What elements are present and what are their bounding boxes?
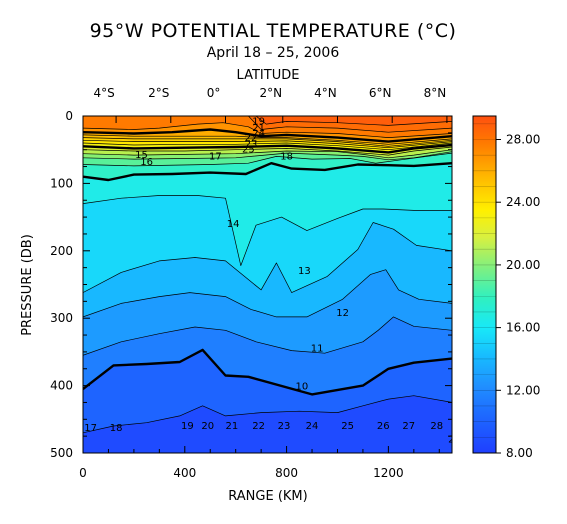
contour-line-9 (83, 395, 452, 434)
contour-line-23 (83, 137, 452, 147)
contour-label: 24 (306, 421, 319, 432)
contour-label: 17 (209, 151, 222, 162)
colorbar-gradient (472, 115, 497, 454)
contour-line-20 (83, 143, 452, 154)
contour-label: 27 (402, 421, 415, 432)
contour-line-22 (83, 139, 452, 149)
colorbar-tick-label: 12.00 (506, 383, 540, 397)
plot-area: 17 18 19 20 21 22 23 24 25 26 27 282910111213141516… (83, 116, 461, 453)
top-axis-label: LATITUDE (237, 68, 300, 83)
contour-label: 11 (311, 344, 324, 355)
contour-label: 25 (242, 145, 255, 156)
contour-label: 19 (252, 116, 265, 127)
x-axis-label: RANGE (KM) (228, 489, 307, 504)
contour-label: 21 (226, 421, 239, 432)
chart-title: 95°W POTENTIAL TEMPERATURE (°C) (90, 20, 457, 42)
contour-label: 15 (135, 150, 148, 161)
contour-label: 18 (280, 151, 293, 162)
contour-line-25 (83, 128, 452, 143)
top-tick-label: 4°N (314, 86, 337, 100)
contour-label: 24 (252, 129, 265, 140)
contour-label: 16 (140, 157, 153, 168)
contour-label: 21 (252, 123, 265, 134)
contour-line-26 (83, 122, 452, 138)
top-tick-label: 4°S (93, 86, 114, 100)
x-tick-label: 800 (275, 466, 298, 480)
contour-label: 17 (84, 423, 97, 434)
contour-line-16 (83, 152, 452, 167)
top-tick-label: 8°N (424, 86, 447, 100)
contour-label: 22 (252, 421, 265, 432)
top-tick-label: 2°N (259, 86, 282, 100)
contour-line-24 (83, 134, 452, 145)
contour-label: 26 (377, 421, 390, 432)
contour-label: 23 (278, 421, 291, 432)
top-tick-label: 6°N (369, 86, 392, 100)
y-axis-label: PRESSURE (DB) (20, 234, 35, 336)
colorbar-tick-label: 28.00 (506, 133, 540, 147)
colorbar-tick-label: 16.00 (506, 321, 540, 335)
colorbar-tick-label: 20.00 (506, 258, 540, 272)
contour-label: 23 (245, 139, 258, 150)
y-tick-label: 300 (50, 311, 73, 325)
contour-line-19 (83, 146, 452, 156)
contour-line-12 (83, 269, 452, 318)
contour-label: 25 (341, 421, 354, 432)
axes: 0 400 800 1200 0 100 200 300 400 500 4°S 2°S 0° 2°N 4°… (50, 86, 453, 480)
band-above-28 (256, 116, 452, 126)
contour-line-10 (83, 348, 452, 396)
chart-subtitle: April 18 – 25, 2006 (207, 45, 340, 61)
plot-clip-group: 17 18 19 20 21 22 23 24 25 26 27 282910111213141516… (83, 116, 461, 453)
y-tick-label: 100 (50, 176, 73, 190)
top-tick-label: 2°S (148, 86, 169, 100)
contour-label: 14 (227, 219, 240, 230)
top-tick-label: 0° (207, 86, 221, 100)
contour-label: 13 (298, 266, 311, 277)
y-tick-label: 0 (65, 109, 73, 123)
contour-label: 19 (181, 421, 194, 432)
contour-line-14 (83, 195, 452, 266)
contour-label: 20 (201, 421, 214, 432)
y-tick-label: 400 (50, 379, 73, 393)
contour-line-15 (83, 162, 452, 182)
contour-line-17 (83, 151, 452, 161)
x-tick-label: 0 (79, 466, 87, 480)
contour-label: 18 (110, 423, 123, 434)
contour-label: 28 (430, 421, 443, 432)
contour-line-21 (83, 142, 452, 151)
contour-label: 22 (245, 133, 258, 144)
contour-line-18 (83, 149, 452, 159)
contour-line-28 (255, 116, 452, 126)
colorbar-tick-label: 8.00 (506, 446, 533, 460)
x-tick-label: 1200 (373, 466, 404, 480)
contour-line-13 (83, 222, 452, 293)
y-tick-label: 500 (50, 446, 73, 460)
contour-label: 10 (295, 381, 308, 392)
contour-line-11 (83, 316, 452, 356)
y-tick-label: 200 (50, 244, 73, 258)
contour-label: 29 (448, 435, 461, 446)
colorbar: 8.00 12.00 16.00 20.00 24.00 28.00 (472, 115, 540, 460)
contour-line-27 (248, 116, 452, 133)
contour-label: 12 (336, 308, 349, 319)
colorbar-tick-label: 24.00 (506, 195, 540, 209)
x-tick-label: 400 (173, 466, 196, 480)
